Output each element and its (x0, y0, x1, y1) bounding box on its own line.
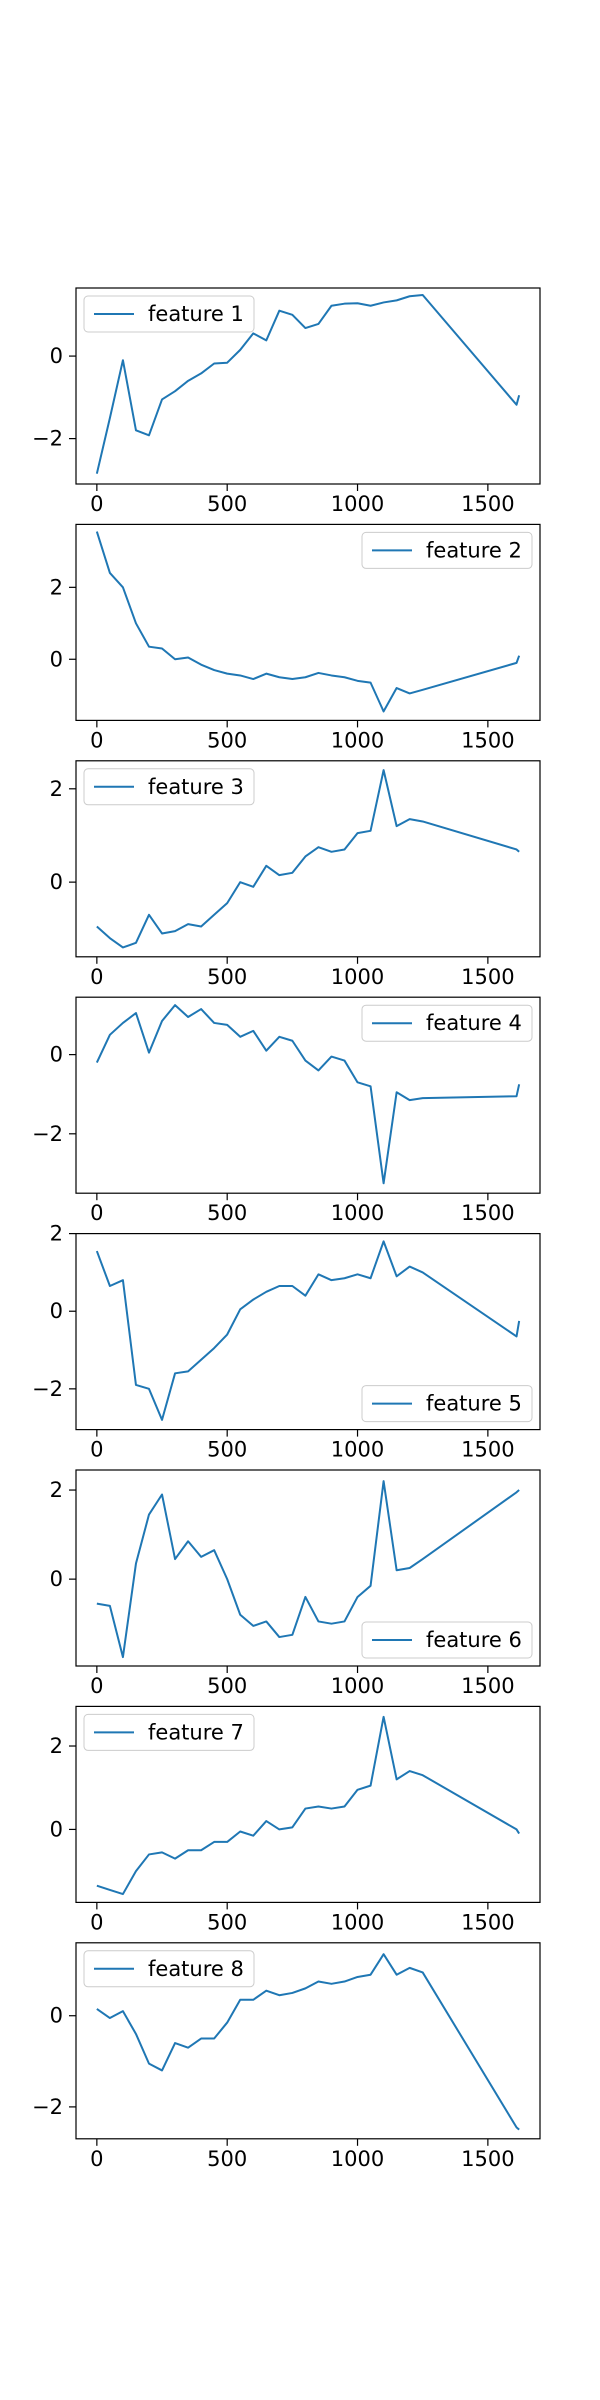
y-tick-label: −2 (32, 1377, 63, 1401)
legend-box (361, 1621, 533, 1659)
y-tick-label: 0 (50, 1043, 63, 1067)
y-tick-label: 0 (50, 2004, 63, 2028)
y-tick-label: 0 (50, 870, 63, 894)
subplot-2: 0 500 1000 1500 0 2 feature 2 (50, 523, 541, 752)
legend-label: feature 1 (148, 302, 244, 326)
x-tick-label: 1000 (331, 1438, 384, 1462)
legend: feature 4 (361, 1004, 533, 1042)
x-tick-label: 1000 (331, 1674, 384, 1698)
legend-label: feature 3 (148, 775, 244, 799)
y-tick-label: 0 (50, 647, 63, 671)
y-tick-label: 2 (50, 1222, 63, 1246)
subplot-3: 0 500 1000 1500 0 2 feature 3 (50, 760, 541, 989)
y-tick-label: 2 (50, 1478, 63, 1502)
x-tick-label: 500 (207, 2147, 247, 2171)
axes-frame (75, 287, 541, 485)
subplot-4: 0 500 1000 1500 −2 0 feature 4 (32, 996, 541, 1225)
x-tick-label: 500 (207, 1674, 247, 1698)
x-tick-label: 1500 (461, 1438, 514, 1462)
x-tick-label: 1500 (461, 728, 514, 752)
x-tick-label: 1500 (461, 1674, 514, 1698)
y-tick-label: 0 (50, 1567, 63, 1591)
subplot-8: 0 500 1000 1500 −2 0 feature 8 (32, 1942, 541, 2171)
legend-label: feature 6 (426, 1628, 522, 1652)
subplot-6: 0 500 1000 1500 0 2 feature 6 (50, 1469, 541, 1698)
x-tick-label: 1000 (331, 965, 384, 989)
x-tick-label: 0 (90, 1201, 103, 1225)
axes-frame (75, 1705, 541, 1904)
legend: feature 2 (361, 531, 533, 569)
legend: feature 7 (83, 1713, 255, 1751)
x-tick-label: 1000 (331, 728, 384, 752)
x-tick-label: 500 (207, 728, 247, 752)
series-line-1 (95, 294, 521, 474)
y-tick-label: 2 (50, 575, 63, 599)
legend-box (83, 768, 255, 806)
y-tick-label: 0 (50, 1817, 63, 1841)
subplot-5: 0 500 1000 1500 −2 0 2 feature 5 (32, 1222, 541, 1462)
axes-frame (75, 1469, 541, 1667)
series-line-5 (95, 1240, 521, 1421)
legend-box (361, 531, 533, 569)
y-tick-label: −2 (32, 2095, 63, 2119)
x-tick-label: 0 (90, 965, 103, 989)
axes-frame (75, 760, 541, 958)
series-line-7 (96, 1715, 520, 1896)
legend-box (83, 1950, 255, 1988)
y-tick-label: −2 (32, 1122, 63, 1146)
y-tick-label: 0 (50, 1299, 63, 1323)
x-tick-label: 500 (207, 1910, 247, 1934)
axes-frame (75, 1942, 541, 2140)
x-tick-label: 0 (90, 1910, 103, 1934)
series-line-3 (96, 769, 520, 949)
x-tick-label: 500 (207, 965, 247, 989)
y-tick-label: 2 (50, 777, 63, 801)
legend-label: feature 5 (426, 1392, 522, 1416)
series-line-8 (96, 1953, 520, 2131)
legend-box (83, 295, 255, 333)
series-line-6 (96, 1480, 520, 1659)
legend: feature 6 (361, 1621, 533, 1659)
axes-frame (75, 1232, 541, 1431)
legend-label: feature 4 (426, 1011, 522, 1035)
x-tick-label: 500 (207, 1201, 247, 1225)
x-tick-label: 500 (207, 492, 247, 516)
x-tick-label: 0 (90, 492, 103, 516)
x-tick-label: 0 (90, 728, 103, 752)
x-tick-label: 1000 (331, 2147, 384, 2171)
series-line-4 (95, 1004, 521, 1185)
legend-box (361, 1004, 533, 1042)
legend: feature 3 (83, 768, 255, 806)
x-tick-label: 0 (90, 1438, 103, 1462)
y-tick-label: −2 (32, 427, 63, 451)
legend-label: feature 2 (426, 538, 522, 562)
x-tick-label: 500 (207, 1438, 247, 1462)
x-tick-label: 1000 (331, 1910, 384, 1934)
x-tick-label: 1500 (461, 492, 514, 516)
axes-frame (75, 996, 541, 1194)
legend-box (83, 1713, 255, 1751)
legend: feature 8 (83, 1950, 255, 1988)
series-line-2 (95, 531, 521, 713)
y-tick-label: 0 (50, 344, 63, 368)
x-tick-label: 0 (90, 1674, 103, 1698)
legend-box (361, 1385, 533, 1423)
legend: feature 1 (83, 295, 255, 333)
x-tick-label: 1500 (461, 965, 514, 989)
legend: feature 5 (361, 1385, 533, 1423)
subplot-1: 0 500 1000 1500 −2 0 feature 1 (32, 287, 541, 516)
subplot-7: 0 500 1000 1500 0 2 feature 7 (50, 1705, 541, 1934)
x-tick-label: 1500 (461, 1201, 514, 1225)
y-tick-label: 2 (50, 1734, 63, 1758)
x-tick-label: 1500 (461, 2147, 514, 2171)
x-tick-label: 1000 (331, 1201, 384, 1225)
x-tick-label: 0 (90, 2147, 103, 2171)
legend-label: feature 8 (148, 1957, 244, 1981)
axes-frame (75, 523, 541, 722)
x-tick-label: 1000 (331, 492, 384, 516)
legend-label: feature 7 (148, 1720, 244, 1744)
x-tick-label: 1500 (461, 1910, 514, 1934)
